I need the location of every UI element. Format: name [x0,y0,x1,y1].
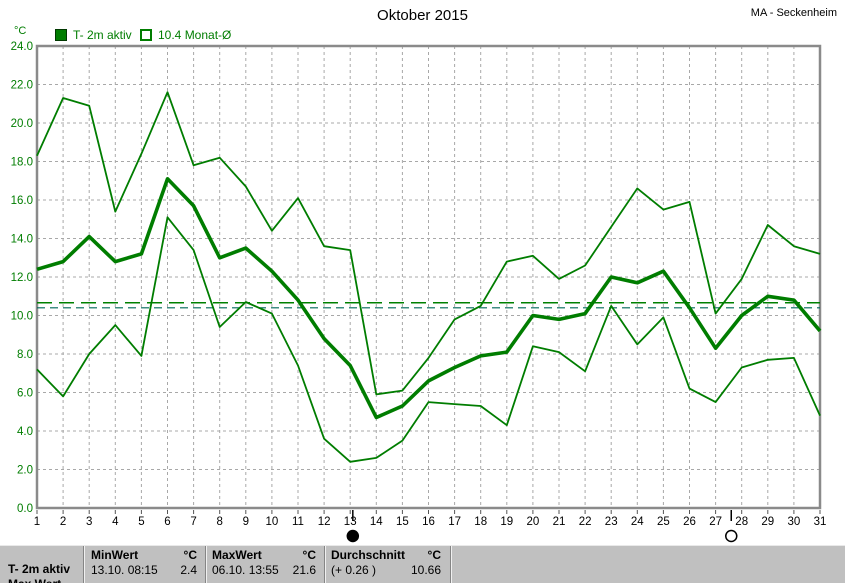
min-temperature-line [36,216,821,463]
x-axis-label: 16 [422,516,435,528]
avg-deviation: (+ 0.26 ) [331,563,377,577]
x-axis-label: 24 [631,516,644,528]
status-separator [324,546,326,583]
x-axis-label: 30 [788,516,801,528]
x-axis-label: 19 [500,516,513,528]
x-axis-label: 9 [243,516,249,528]
x-axis-label: 15 [396,516,409,528]
y-axis-label: 0.0 [17,503,33,515]
x-axis-label: 25 [657,516,670,528]
avg-unit: °C [427,548,441,562]
y-axis-label: 18.0 [11,157,33,169]
x-axis: 1 2 3 4 5 6 7 8 9 10 11 12 13 14 15 16 17 18 19 20 21 22 23 24 2… [34,510,827,528]
new-moon-icon [346,529,360,543]
x-axis-label: 23 [605,516,618,528]
legend-item-month-average: 10.4 Monat-Ø [140,28,231,42]
x-axis-label: 28 [735,516,748,528]
filled-square-icon [55,29,67,41]
x-axis-label: 22 [579,516,592,528]
x-axis-label: 5 [138,516,144,528]
x-axis-label: 14 [370,516,383,528]
y-axis-label: 24.0 [11,41,33,53]
status-bar: T- 2m aktiv Max.Wert MinWert °C 13.10. 0… [0,545,845,583]
hollow-square-icon [140,29,152,41]
y-axis-label: 8.0 [17,349,33,361]
x-axis-label: 8 [216,516,222,528]
min-value: 2.4 [180,563,197,577]
status-clipped-row-label: Max.Wert [8,577,61,583]
min-label: MinWert [91,548,139,562]
x-axis-label: 7 [190,516,196,528]
y-axis-label: 12.0 [11,272,33,284]
max-unit: °C [302,548,316,562]
x-axis-label: 3 [86,516,92,528]
status-separator [83,546,85,583]
x-axis-label: 6 [164,516,170,528]
x-axis-label: 13 [344,516,357,528]
status-max-block: MaxWert °C 06.10. 13:55 21.6 [212,546,316,583]
plot-border [35,44,822,510]
mean-temperature-line [36,177,822,420]
x-axis-label: 26 [683,516,696,528]
x-axis-label: 4 [112,516,119,528]
y-axis-label: 2.0 [17,465,33,477]
x-axis-label: 27 [709,516,722,528]
y-axis-label: 10.0 [11,311,33,323]
status-avg-block: Durchschnitt °C (+ 0.26 ) 10.66 [331,546,441,583]
x-axis-label: 1 [34,516,40,528]
y-axis: 0.0 2.0 4.0 6.0 8.0 10.0 12.0 14.0 16.0 18.0 20.0 2… [11,41,33,515]
legend-label-active-series: T- 2m aktiv [73,28,132,42]
y-axis-label: 22.0 [11,80,33,92]
x-axis-label: 17 [448,516,461,528]
max-temperature-line [36,91,821,396]
y-axis-label: 6.0 [17,388,33,400]
x-axis-label: 18 [474,516,487,528]
x-axis-label: 20 [527,516,540,528]
min-unit: °C [183,548,197,562]
min-datetime: 13.10. 08:15 [91,563,158,577]
temperature-chart: 1 2 3 4 5 6 7 8 9 10 11 12 13 14 15 16 17 18 19 20 21 22 23 24 2… [11,41,827,543]
y-axis-label: 4.0 [17,426,33,438]
x-axis-label: 31 [814,516,827,528]
y-axis-label: 14.0 [11,234,33,246]
max-datetime: 06.10. 13:55 [212,563,279,577]
max-label: MaxWert [212,548,262,562]
y-axis-label: 20.0 [11,118,33,130]
y-axis-unit: °C [14,25,27,37]
avg-label: Durchschnitt [331,548,406,562]
status-sensor-label: T- 2m aktiv [8,562,71,576]
status-min-block: MinWert °C 13.10. 08:15 2.4 [91,546,197,583]
y-axis-label: 16.0 [11,195,33,207]
full-moon-icon [725,529,738,543]
max-value: 21.6 [292,563,316,577]
station-label: MA - Seckenheim [750,7,837,19]
x-axis-label: 12 [318,516,331,528]
x-axis-label: 2 [60,516,66,528]
status-separator [205,546,207,583]
x-axis-label: 11 [292,516,304,528]
legend-label-month-average: 10.4 Monat-Ø [158,28,232,42]
x-axis-label: 21 [553,516,566,528]
legend-item-active-series: T- 2m aktiv [55,28,132,42]
gridlines [37,46,820,508]
status-separator [450,546,452,583]
x-axis-label: 10 [266,516,279,528]
page-title: Oktober 2015 [377,7,468,24]
x-axis-label: 29 [761,516,774,528]
avg-value: 10.66 [410,563,441,577]
